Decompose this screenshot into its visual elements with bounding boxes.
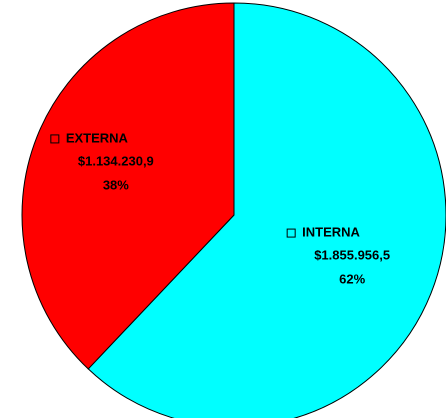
slice-label: INTERNA [302,225,360,240]
legend-key [50,134,60,144]
slice-value-label: $1.134.230,9 [78,153,154,168]
legend-key [286,228,296,238]
slice-value-label: $1.855.956,5 [314,248,390,263]
slice-percent-label: 38% [103,177,129,192]
pie-slice [21,2,235,370]
slice-label: EXTERNA [66,130,129,145]
pie-slice [87,2,446,418]
slice-percent-label: 62% [339,272,365,287]
